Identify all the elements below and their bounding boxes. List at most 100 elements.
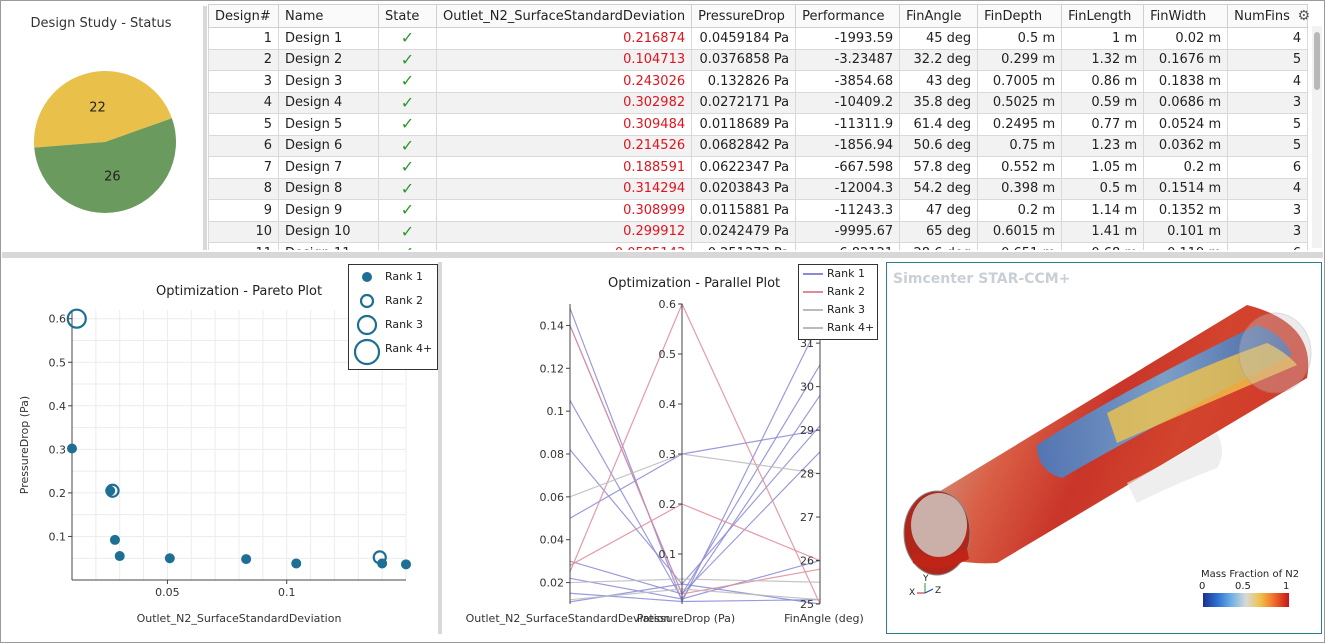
panel-splitter-vertical-2[interactable] (438, 262, 442, 634)
colorbar-tick-max: 1 (1283, 581, 1290, 592)
table-cell: 1.23 m (1061, 134, 1145, 157)
parallel-line-rank-1[interactable] (569, 325, 821, 596)
column-header-findepth[interactable]: FinDepth (977, 4, 1063, 28)
column-header-performance[interactable]: Performance (795, 4, 901, 28)
table-cell: 0.0272171 Pa (691, 91, 797, 114)
table-cell: Design 1 (278, 27, 379, 50)
table-row[interactable]: 9 Design 9 ✓ 0.308999 0.0115881 Pa -11243.3 47… (208, 199, 1309, 222)
legend-item[interactable]: Rank 2 (349, 289, 437, 313)
pareto-point-rank-2[interactable] (105, 483, 120, 498)
panel-splitter-vertical[interactable] (203, 6, 207, 250)
pareto-point-rank-2[interactable] (372, 550, 387, 565)
column-header-state[interactable]: State (378, 4, 437, 28)
table-cell: 0.0115881 Pa (691, 199, 797, 222)
table-cell: 3 (1227, 220, 1309, 243)
legend-item[interactable]: Rank 1 (799, 265, 877, 283)
scene-view-panel[interactable]: Simcenter STAR-CCM+ (886, 262, 1322, 634)
colorbar-tick-min: 0 (1199, 581, 1206, 592)
table-row[interactable]: 2 Design 2 ✓ 0.104713 0.0376858 Pa -3.23487 32… (208, 48, 1309, 71)
legend-swatch (803, 309, 823, 311)
pareto-legend: Rank 1 Rank 2 Rank 3 Rank 4+ (348, 264, 438, 370)
table-cell: 3 (208, 70, 279, 93)
pie-slice[interactable] (33, 70, 172, 148)
pie-slice[interactable] (34, 118, 176, 213)
table-row[interactable]: 8 Design 8 ✓ 0.314294 0.0203843 Pa -12004.3 54… (208, 177, 1309, 200)
table-row[interactable]: 10 Design 10 ✓ 0.299912 0.0242479 Pa -9995.67… (208, 220, 1309, 243)
status-title: Design Study - Status (30, 16, 172, 31)
column-header-numfins[interactable]: NumFins (1227, 4, 1309, 28)
table-cell: 0.86 m (1061, 70, 1145, 93)
parallel-line-rank-1[interactable] (569, 592, 821, 603)
table-cell: 0.314294 (435, 177, 693, 200)
parallel-line-rank-1[interactable] (569, 308, 821, 603)
pareto-point-rank-1[interactable] (291, 558, 302, 569)
pareto-point-rank-1[interactable] (401, 559, 411, 570)
legend-item[interactable]: Rank 4+ (799, 319, 877, 337)
table-cell: 0.0686 m (1143, 91, 1229, 114)
parallel-line-rank-1[interactable] (569, 429, 821, 519)
cylinder-scene[interactable]: X Y Z (887, 263, 1322, 634)
pareto-point-rank-1[interactable] (164, 553, 175, 564)
parallel-chart[interactable]: 0.02 0.04 0.06 0.08 0.1 0.12 0.14 Outlet_N2_Sur… (444, 262, 880, 634)
parallel-axis-label: FinAngle (deg) (784, 612, 864, 625)
pareto-point-rank-3[interactable] (66, 308, 87, 329)
pareto-point-rank-1[interactable] (241, 554, 252, 565)
column-header-finwidth[interactable]: FinWidth (1143, 4, 1229, 28)
checkmark-icon: ✓ (378, 220, 437, 243)
table-cell: 0.0622347 Pa (691, 156, 797, 179)
table-row[interactable]: 5 Design 5 ✓ 0.309484 0.0118689 Pa -11311.9 61… (208, 113, 1309, 136)
scrollbar-thumb[interactable] (1314, 32, 1320, 90)
table-row[interactable]: 4 Design 4 ✓ 0.302982 0.0272171 Pa -10409.2 35… (208, 91, 1309, 114)
table-row[interactable]: 7 Design 7 ✓ 0.188591 0.0622347 Pa -667.598 57… (208, 156, 1309, 179)
table-cell: Design 5 (278, 113, 379, 136)
design-table: Design# Name State Outlet_N2_SurfaceStandar… (208, 4, 1309, 250)
table-cell: 7 (208, 156, 279, 179)
table-cell: 0.0376858 Pa (691, 48, 797, 71)
table-row[interactable]: 11Design 11✓0.05851430.251273 Pa-6.82121… (208, 242, 1309, 250)
parallel-tick-label: 29 (800, 424, 814, 437)
column-header-name[interactable]: Name (278, 4, 379, 28)
table-cell: 3 (1227, 199, 1309, 222)
parallel-line-rank-2[interactable] (569, 302, 821, 605)
status-pie-chart: 22 26 (33, 70, 176, 213)
column-header-outlet-n2-surfacestandarddeviation[interactable]: Outlet_N2_SurfaceStandardDeviation (435, 4, 693, 28)
pareto-point-rank-1[interactable] (67, 443, 77, 454)
legend-item[interactable]: Rank 1 (349, 265, 437, 289)
table-row[interactable]: 3 Design 3 ✓ 0.243026 0.132826 Pa -3854.68 43 … (208, 70, 1309, 93)
table-cell: 0.119 m (1143, 242, 1229, 250)
column-header-design-[interactable]: Design# (208, 4, 279, 28)
column-header-finlength[interactable]: FinLength (1061, 4, 1145, 28)
checkmark-icon: ✓ (378, 199, 437, 222)
table-row[interactable]: 1 Design 1 ✓ 0.216874 0.0459184 Pa -1993.59 45… (208, 27, 1309, 50)
table-cell: 0.299 m (977, 48, 1063, 71)
legend-item[interactable]: Rank 3 (799, 301, 877, 319)
column-header-finangle[interactable]: FinAngle (899, 4, 979, 28)
parallel-line-rank-1[interactable] (569, 425, 821, 585)
column-header-pressuredrop[interactable]: PressureDrop (691, 4, 797, 28)
legend-item[interactable]: Rank 2 (799, 283, 877, 301)
legend-item[interactable]: Rank 4+ (349, 337, 437, 369)
gear-icon[interactable]: ⚙ (1297, 8, 1310, 24)
table-scrollbar[interactable] (1312, 26, 1322, 248)
y-axis-label: PressureDrop (Pa) (18, 396, 31, 494)
table-cell: 0.1514 m (1143, 177, 1229, 200)
panel-splitter-horizontal[interactable] (2, 252, 1323, 258)
parallel-line-rank-2[interactable] (569, 325, 821, 595)
table-cell: 65 deg (899, 220, 979, 243)
legend-item[interactable]: Rank 3 (349, 313, 437, 337)
table-cell: 0.7005 m (977, 70, 1063, 93)
table-row[interactable]: 6 Design 6 ✓ 0.214526 0.0682842 Pa -1856.94 50… (208, 134, 1309, 157)
parallel-tick-label: 0.06 (540, 491, 565, 504)
pareto-point-rank-1[interactable] (114, 551, 125, 562)
table-cell: 0.398 m (977, 177, 1063, 200)
table-cell: 0.77 m (1061, 113, 1145, 136)
legend-swatch (803, 291, 823, 293)
table-cell: 32.2 deg (899, 48, 979, 71)
table-cell: 54.2 deg (899, 177, 979, 200)
pareto-point-rank-1[interactable] (109, 534, 120, 545)
parallel-line-rank-2[interactable] (569, 503, 821, 566)
checkmark-icon: ✓ (378, 134, 437, 157)
table-cell: 0.214526 (435, 134, 693, 157)
parallel-tick-label: 0.4 (659, 398, 677, 411)
table-cell: 0.5 m (1061, 177, 1145, 200)
